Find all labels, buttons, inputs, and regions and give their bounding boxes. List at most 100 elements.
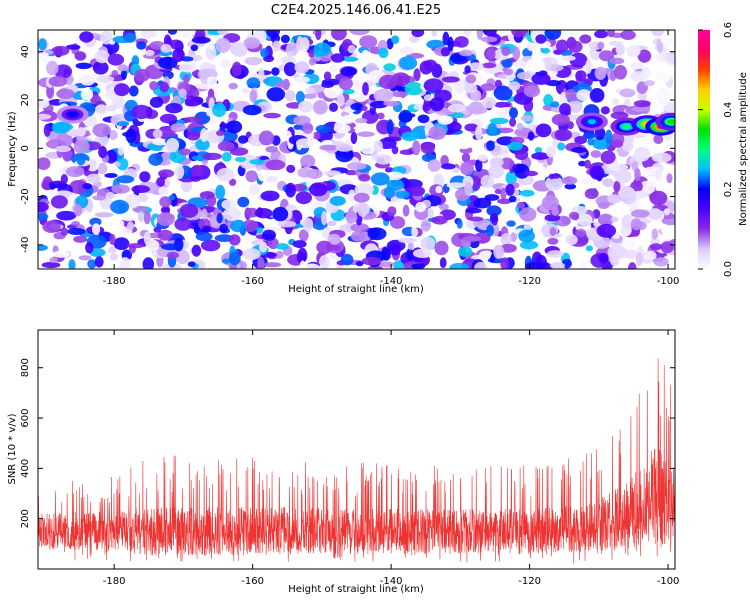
heatmap-cell: [66, 129, 82, 137]
heatmap-cell: [608, 163, 629, 172]
heatmap-cell: [319, 144, 338, 151]
heatmap-cell: [309, 182, 328, 197]
heatmap-cell: [509, 107, 518, 119]
heatmap-cell: [546, 250, 564, 258]
heatmap-cell: [221, 199, 237, 210]
heatmap-cell: [464, 83, 478, 94]
heatmap-cell: [401, 131, 419, 142]
x-tick-label: -160: [241, 276, 264, 287]
heatmap-cell: [294, 61, 310, 74]
heatmap-cell: [335, 148, 354, 163]
snr-panel: -180 -160 -140 -120 -100 200 400 600 800 Height…: [7, 329, 679, 595]
heatmap-cell: [125, 194, 141, 209]
heatmap-cell: [132, 205, 148, 213]
heatmap-cell: [461, 152, 471, 163]
heatmap-cell: [38, 213, 49, 221]
heatmap-cell: [94, 104, 109, 115]
heatmap-cell: [597, 213, 614, 226]
heatmap-cell: [248, 184, 261, 196]
heatmap-cell: [611, 32, 623, 38]
heatmap-cell: [587, 137, 595, 146]
heatmap-cell: [524, 261, 542, 269]
heatmap-cell: [67, 228, 86, 235]
heatmap-cell: [257, 256, 265, 269]
heatmap-cell: [589, 88, 605, 103]
heatmap-cell: [512, 46, 521, 61]
heatmap-cell: [462, 235, 482, 242]
heatmap-cell: [556, 39, 569, 53]
heatmap-cell: [129, 85, 139, 97]
heatmap-cell: [153, 226, 162, 233]
spectrogram-y-axis-label: Frequency (Hz): [7, 111, 18, 187]
heatmap-cell: [73, 235, 88, 243]
heatmap-cell: [661, 224, 670, 235]
heatmap-cell: [295, 138, 314, 149]
heatmap-cell: [355, 117, 368, 124]
heatmap-cell: [420, 219, 431, 232]
heatmap-cell: [568, 40, 583, 53]
heatmap-cell: [125, 128, 137, 144]
heatmap-cell: [245, 170, 258, 183]
heatmap-cell: [411, 263, 426, 269]
heatmap-cell: [350, 223, 369, 232]
snr-y-axis-label: SNR (10 * v/v): [7, 413, 18, 484]
heatmap-cell: [41, 261, 61, 269]
heatmap-cell: [378, 74, 398, 90]
heatmap-cell: [160, 43, 172, 54]
heatmap-cell: [98, 146, 108, 159]
heatmap-cell: [69, 180, 88, 194]
heatmap-cell: [50, 195, 68, 209]
heatmap-cell: [116, 157, 129, 171]
heatmap-cell: [208, 42, 215, 51]
heatmap-cell: [157, 56, 178, 69]
heatmap-cell: [109, 233, 116, 246]
heatmap-cell: [431, 215, 448, 225]
heatmap-cell: [600, 106, 610, 115]
heatmap-cell: [500, 257, 510, 269]
heatmap-cell: [391, 35, 400, 44]
heatmap-cell: [628, 262, 637, 269]
heatmap-cell: [417, 114, 430, 124]
heatmap-cell: [379, 261, 395, 268]
heatmap-cell: [89, 217, 102, 227]
heatmap-cell: [219, 223, 229, 233]
y-tick-label: 600: [20, 409, 31, 428]
heatmap-cell: [486, 205, 502, 217]
heatmap-cell: [96, 75, 115, 83]
heatmap-cell: [508, 81, 521, 91]
colorbar-tick-label: 0.6: [723, 22, 734, 38]
heatmap-cell: [623, 239, 635, 250]
heatmap-cell: [94, 212, 114, 218]
spectrogram-x-ticks: -180 -160 -140 -120 -100: [103, 30, 679, 287]
heatmap-cell: [559, 103, 571, 116]
heatmap-cell: [549, 227, 557, 236]
heatmap-cell: [226, 120, 243, 134]
heatmap-cell: [92, 61, 109, 75]
heatmap-cell: [607, 30, 615, 38]
heatmap-cell: [280, 56, 296, 65]
heatmap-cell: [111, 70, 119, 77]
heatmap-cell: [598, 202, 610, 209]
heatmap-cell: [107, 246, 117, 254]
heatmap-cell: [427, 208, 434, 219]
heatmap-cell: [134, 68, 150, 82]
heatmap-cell: [420, 142, 435, 154]
y-tick-label: 400: [20, 459, 31, 478]
heatmap-cell: [429, 97, 445, 112]
heatmap-cell: [82, 183, 93, 190]
heatmap-cell: [633, 100, 651, 108]
heatmap-cell: [447, 36, 454, 52]
heatmap-cell: [408, 186, 426, 197]
heatmap-cell: [510, 232, 518, 242]
heatmap-cell: [607, 194, 623, 204]
heatmap-cell: [275, 81, 291, 88]
heatmap-cell: [574, 136, 587, 145]
heatmap-cell: [550, 101, 560, 108]
heatmap-cell: [78, 255, 92, 261]
heatmap-cell: [610, 216, 619, 223]
heatmap-cell: [190, 164, 203, 177]
y-tick-label: -20: [20, 188, 31, 204]
heatmap-cell: [355, 261, 364, 267]
heatmap-cell: [92, 195, 106, 201]
heatmap-cell: [423, 94, 434, 102]
